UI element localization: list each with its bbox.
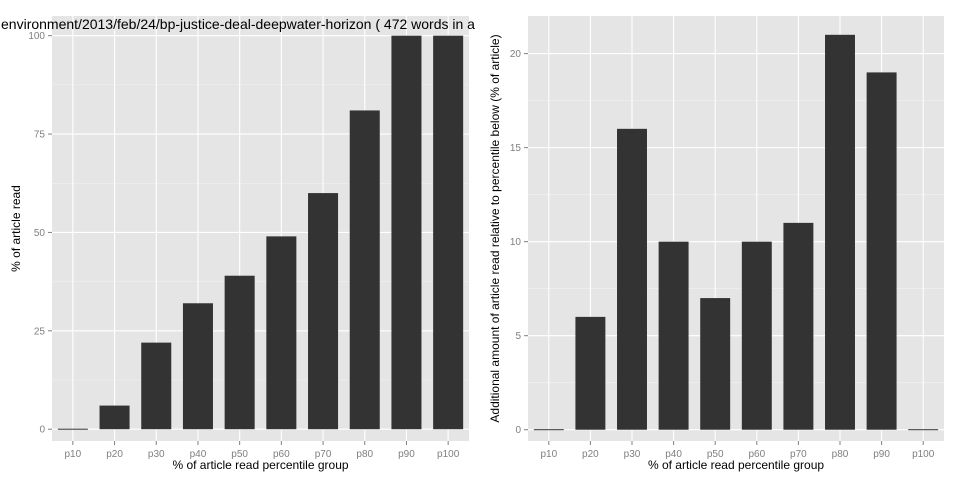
bar-p100 <box>908 429 939 431</box>
bar-p100 <box>433 35 464 430</box>
x-tick-label-p100: p100 <box>912 449 935 460</box>
bar-p90 <box>391 35 422 430</box>
x-tick-label-p60: p60 <box>273 449 290 460</box>
x-axis-title: % of article read percentile group <box>648 458 824 472</box>
y-tick-label: 15 <box>510 143 522 154</box>
chart-title: environment/2013/feb/24/bp-justice-deal-… <box>1 16 475 32</box>
x-tick-label-p50: p50 <box>231 449 248 460</box>
bar-p80 <box>349 110 380 430</box>
y-tick-label: 0 <box>39 425 45 436</box>
right-chart: 0 5 10 15 20 p10 p20 p30 p40 p50 p60 p70 p80 p90 p100%… <box>488 16 944 472</box>
x-tick-label-p90: p90 <box>873 449 890 460</box>
x-tick-label-p20: p20 <box>106 449 123 460</box>
x-tick-label-p70: p70 <box>315 449 332 460</box>
bar-p50 <box>224 275 255 430</box>
bar-p90 <box>866 72 897 430</box>
x-axis-title: % of article read percentile group <box>172 458 348 472</box>
y-tick-label: 50 <box>34 228 46 239</box>
x-tick-label-p30: p30 <box>624 449 641 460</box>
x-tick-label-p30: p30 <box>148 449 165 460</box>
bar-p30 <box>617 128 647 430</box>
x-tick-label-p80: p80 <box>356 449 373 460</box>
bar-p20 <box>99 405 130 430</box>
bar-p10 <box>533 429 564 431</box>
x-tick-label-p60: p60 <box>748 449 765 460</box>
x-tick-label-p40: p40 <box>665 449 682 460</box>
y-tick-label: 25 <box>34 326 46 337</box>
x-tick-label-p40: p40 <box>190 449 207 460</box>
bar-p20 <box>575 316 606 430</box>
y-tick-label: 5 <box>515 331 521 342</box>
x-tick-label-p20: p20 <box>582 449 599 460</box>
bar-p70 <box>783 222 814 430</box>
x-tick-label-p90: p90 <box>398 449 415 460</box>
bar-p70 <box>308 193 339 430</box>
y-axis-title: Additional amount of article read relati… <box>488 34 502 422</box>
bar-p30 <box>141 342 172 430</box>
left-chart: 0 25 50 75 100 p10 p20 p30 p40 p50 p60 p70 p80 p90 p10… <box>1 16 475 472</box>
bar-p60 <box>741 241 772 430</box>
bar-p80 <box>825 34 855 430</box>
y-tick-label: 100 <box>28 31 45 42</box>
bar-p40 <box>182 303 213 430</box>
y-tick-label: 20 <box>510 49 522 60</box>
bar-p60 <box>266 236 297 430</box>
bar-p10 <box>57 428 88 430</box>
x-tick-label-p10: p10 <box>540 449 557 460</box>
x-tick-label-p70: p70 <box>790 449 807 460</box>
bar-p50 <box>700 298 731 430</box>
x-tick-label-p50: p50 <box>707 449 724 460</box>
x-tick-label-p10: p10 <box>65 449 82 460</box>
x-tick-label-p100: p100 <box>437 449 460 460</box>
y-tick-label: 10 <box>510 237 522 248</box>
y-axis-title: % of article read <box>9 185 23 272</box>
x-tick-label-p80: p80 <box>832 449 849 460</box>
y-tick-label: 0 <box>515 425 521 436</box>
y-tick-label: 75 <box>34 130 46 141</box>
bar-p40 <box>658 241 689 430</box>
